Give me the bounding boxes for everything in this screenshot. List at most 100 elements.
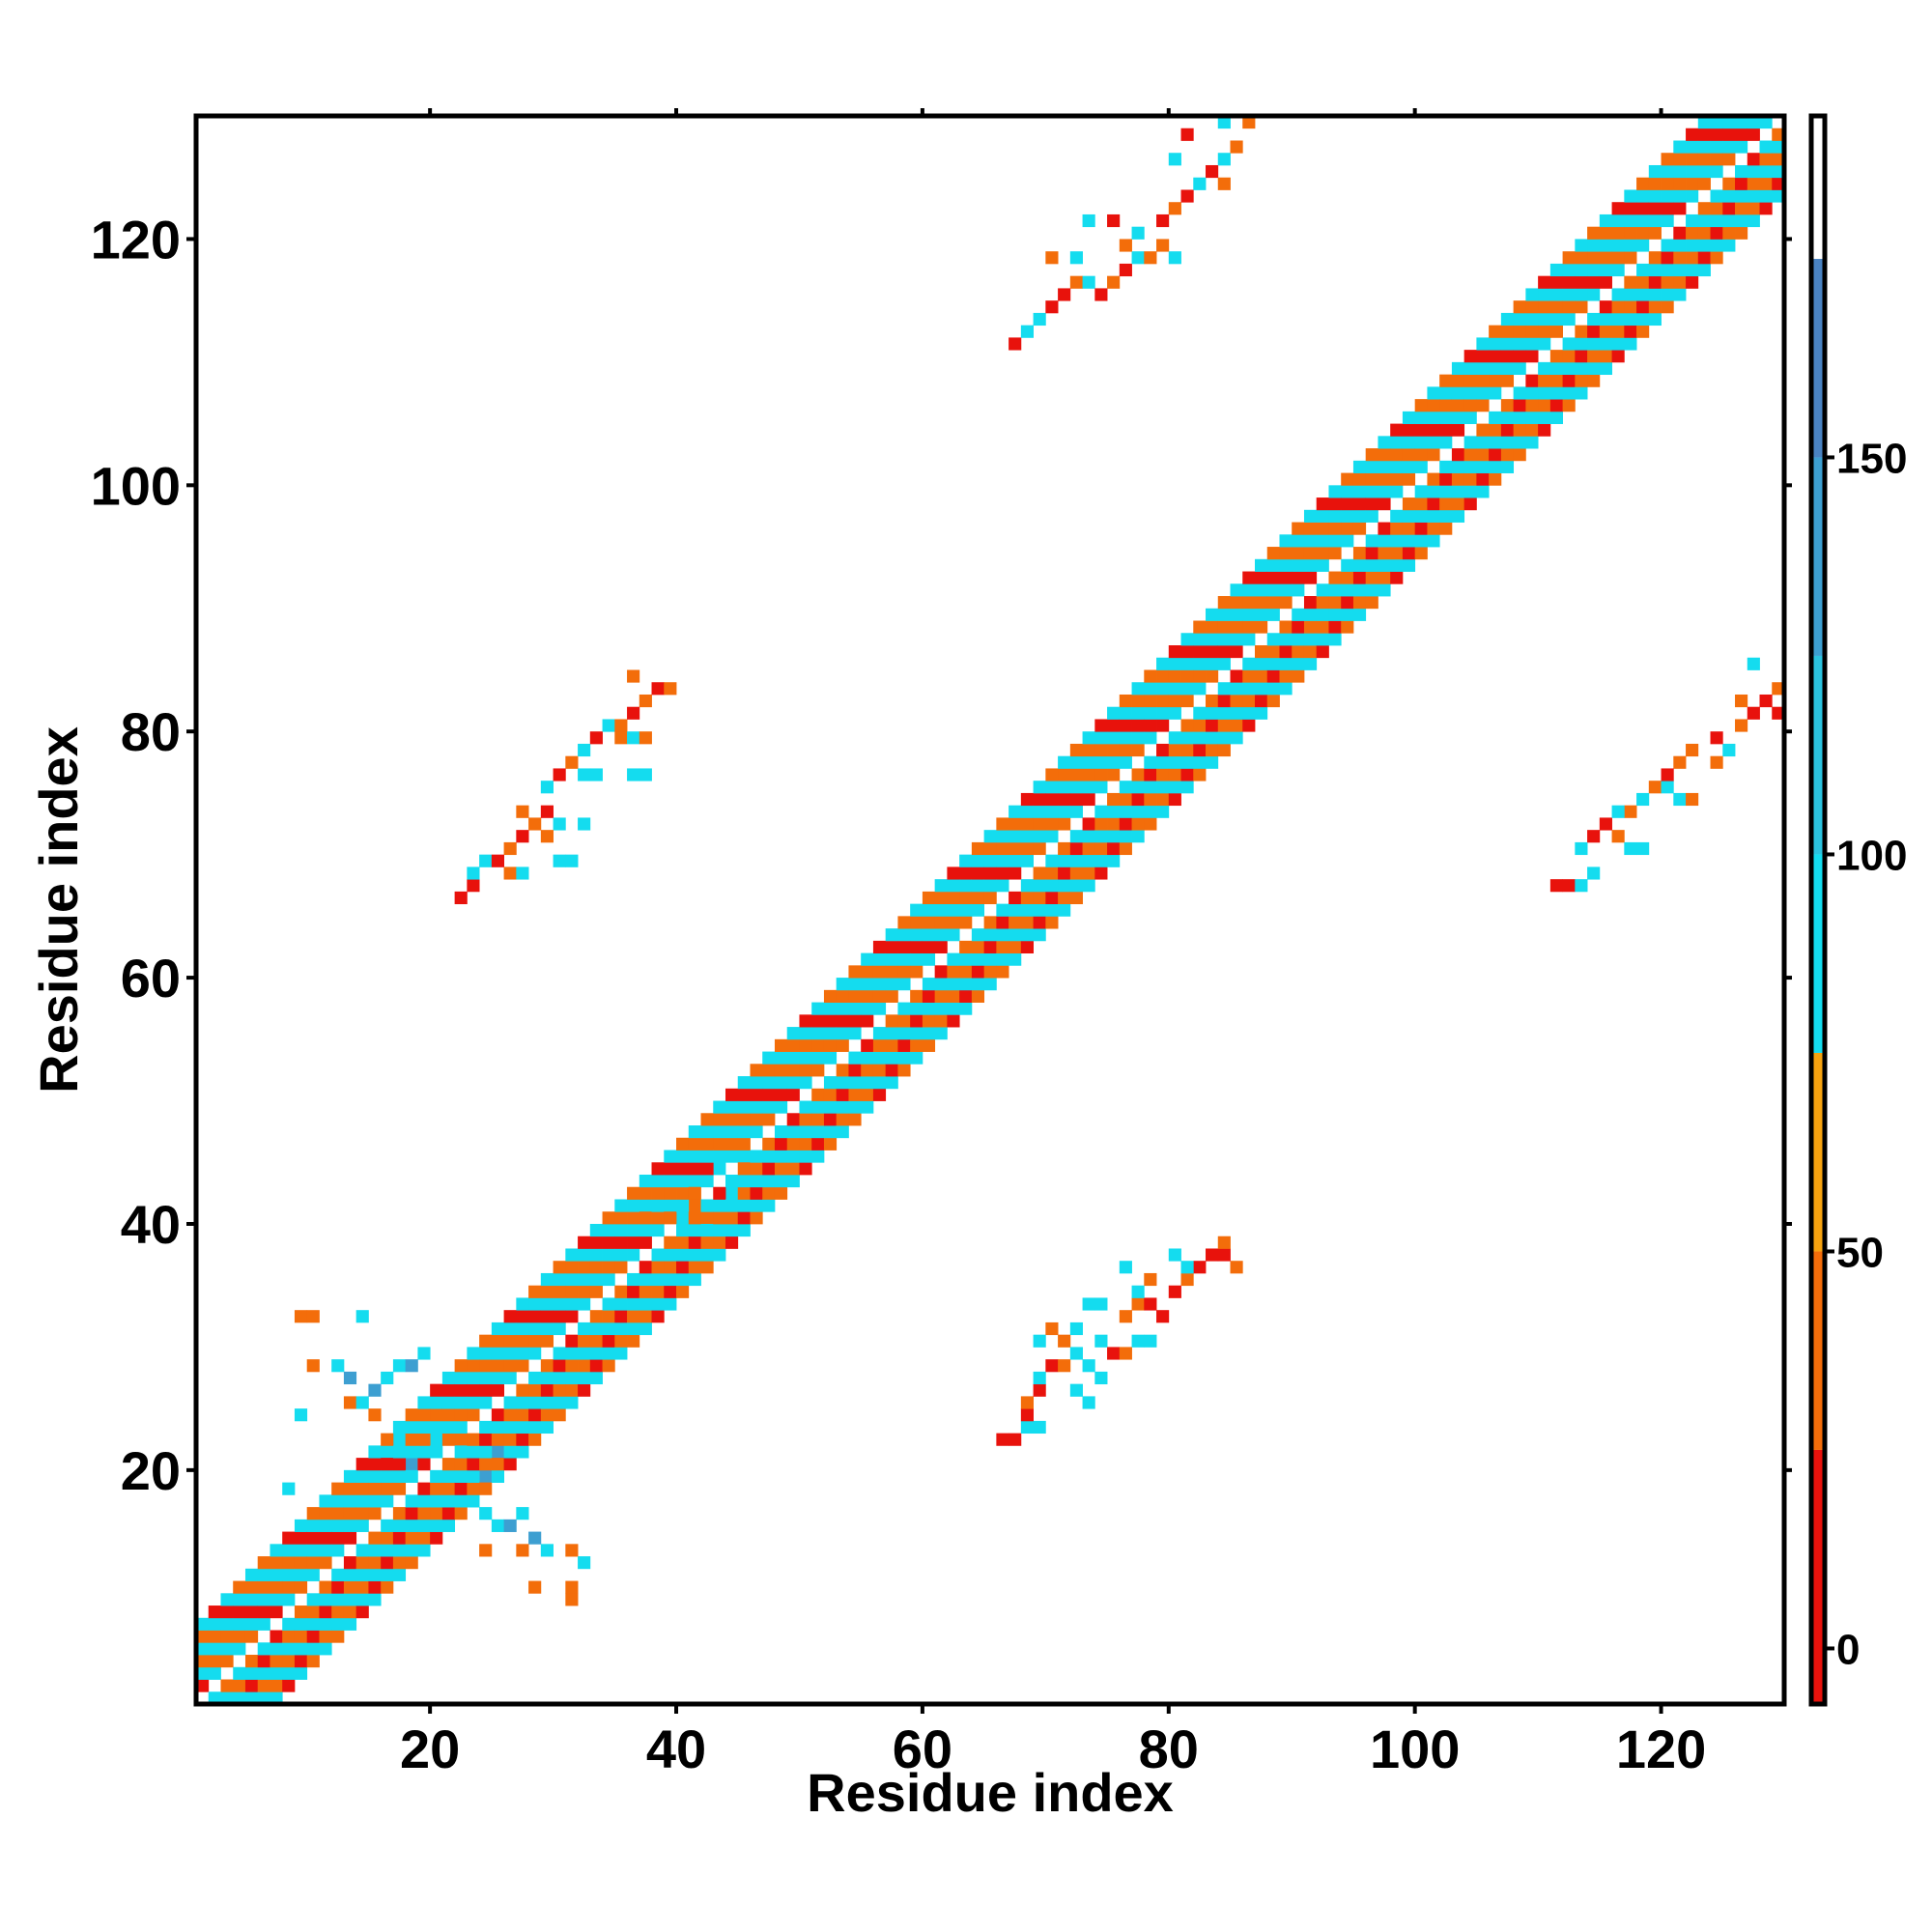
heatmap-cell [688,1199,701,1212]
heatmap-cell [282,1580,296,1594]
heatmap-cell [861,989,874,1003]
heatmap-cell [1217,116,1231,129]
heatmap-cell [1562,263,1576,277]
heatmap-cell [1451,423,1465,437]
heatmap-cell [872,978,887,991]
heatmap-cell [1611,830,1625,843]
heatmap-cell [1402,460,1416,473]
heatmap-cell [244,1630,259,1643]
heatmap-cell [417,1519,431,1532]
heatmap-cell [1648,275,1662,289]
heatmap-cell [774,1100,788,1114]
heatmap-cell [294,1544,308,1557]
heatmap-cell [1747,164,1760,179]
heatmap-cell [1020,325,1034,338]
heatmap-cell [1168,202,1181,215]
heatmap-cell [1599,213,1612,228]
heatmap-cell [306,1642,320,1656]
heatmap-cell [1673,189,1687,203]
heatmap-cell [441,1519,456,1532]
heatmap-cell [639,1236,652,1249]
heatmap-cell [1107,743,1121,757]
heatmap-cell [368,1383,382,1397]
heatmap-cell [1230,583,1243,597]
heatmap-cell [1094,817,1108,831]
heatmap-cell [1107,1347,1121,1360]
heatmap-cell [639,1272,652,1287]
heatmap-cell [1463,472,1477,486]
heatmap-cell [381,1445,394,1459]
heatmap-cell [1230,140,1243,154]
heatmap-cell [1439,411,1453,424]
heatmap-cell [872,940,887,953]
heatmap-cell [1661,300,1674,314]
heatmap-cell [392,1469,407,1483]
heatmap-cell [872,989,887,1003]
heatmap-cell [737,1150,751,1163]
heatmap-cell [1069,743,1083,757]
heatmap-cell [270,1580,283,1594]
heatmap-cell [799,1137,812,1151]
heatmap-cell [1020,940,1034,953]
heatmap-cell [971,903,985,917]
heatmap-cell [1352,608,1367,621]
heatmap-cell [1193,645,1207,659]
heatmap-cell [454,1507,468,1520]
heatmap-cell [1390,534,1404,548]
heatmap-cell [479,1445,493,1459]
heatmap-cell [713,1236,726,1249]
heatmap-cell [774,1051,788,1065]
heatmap-cell [836,1064,849,1077]
heatmap-cell [430,1445,443,1459]
heatmap-cell [1230,706,1243,720]
heatmap-cell [922,891,936,905]
heatmap-cell [1119,719,1132,732]
heatmap-cell [578,1334,591,1348]
heatmap-cell [405,1469,418,1483]
heatmap-cell [282,1630,296,1643]
heatmap-cell [823,1014,838,1028]
heatmap-cell [1636,792,1650,807]
heatmap-cell [1107,755,1121,769]
heatmap-cell [1513,350,1526,363]
heatmap-cell [1611,805,1625,818]
y-axis-title: Residue index [28,726,89,1094]
heatmap-cell [762,1175,776,1188]
heatmap-cell [639,1175,652,1188]
heatmap-cell [799,1125,812,1139]
heatmap-cell [1489,350,1502,363]
heatmap-cell [1661,288,1674,301]
heatmap-cell [1303,620,1318,634]
heatmap-cell [774,1186,788,1200]
heatmap-cell [430,1396,443,1409]
heatmap-cell [270,1666,283,1680]
heatmap-cell [861,952,874,966]
heatmap-cell [1131,781,1145,794]
heatmap-cell [1451,472,1465,486]
heatmap-cell [651,1223,665,1237]
heatmap-cell [774,1064,788,1077]
heatmap-cell [1009,1433,1022,1446]
colorbar-band [1811,1449,1825,1704]
heatmap-cell [614,1211,628,1225]
heatmap-cell [1156,805,1170,818]
heatmap-cell [368,1494,382,1508]
heatmap-cell [885,1014,898,1028]
heatmap-cell [257,1568,270,1581]
heatmap-cell [441,1482,456,1495]
heatmap-cell [639,1321,652,1336]
heatmap-cell [441,1458,456,1471]
heatmap-cell [1266,571,1280,584]
heatmap-cell [1033,1371,1046,1385]
heatmap-cell [306,1359,320,1373]
heatmap-cell [651,1261,665,1274]
heatmap-cell [627,1310,640,1323]
heatmap-cell [1500,448,1515,462]
heatmap-cell [1624,312,1637,327]
heatmap-cell [762,1150,776,1163]
heatmap-cell [823,989,838,1003]
heatmap-cell [1710,140,1723,154]
heatmap-cell [417,1396,431,1409]
heatmap-cell [1489,448,1502,462]
heatmap-cell [1020,1408,1034,1422]
